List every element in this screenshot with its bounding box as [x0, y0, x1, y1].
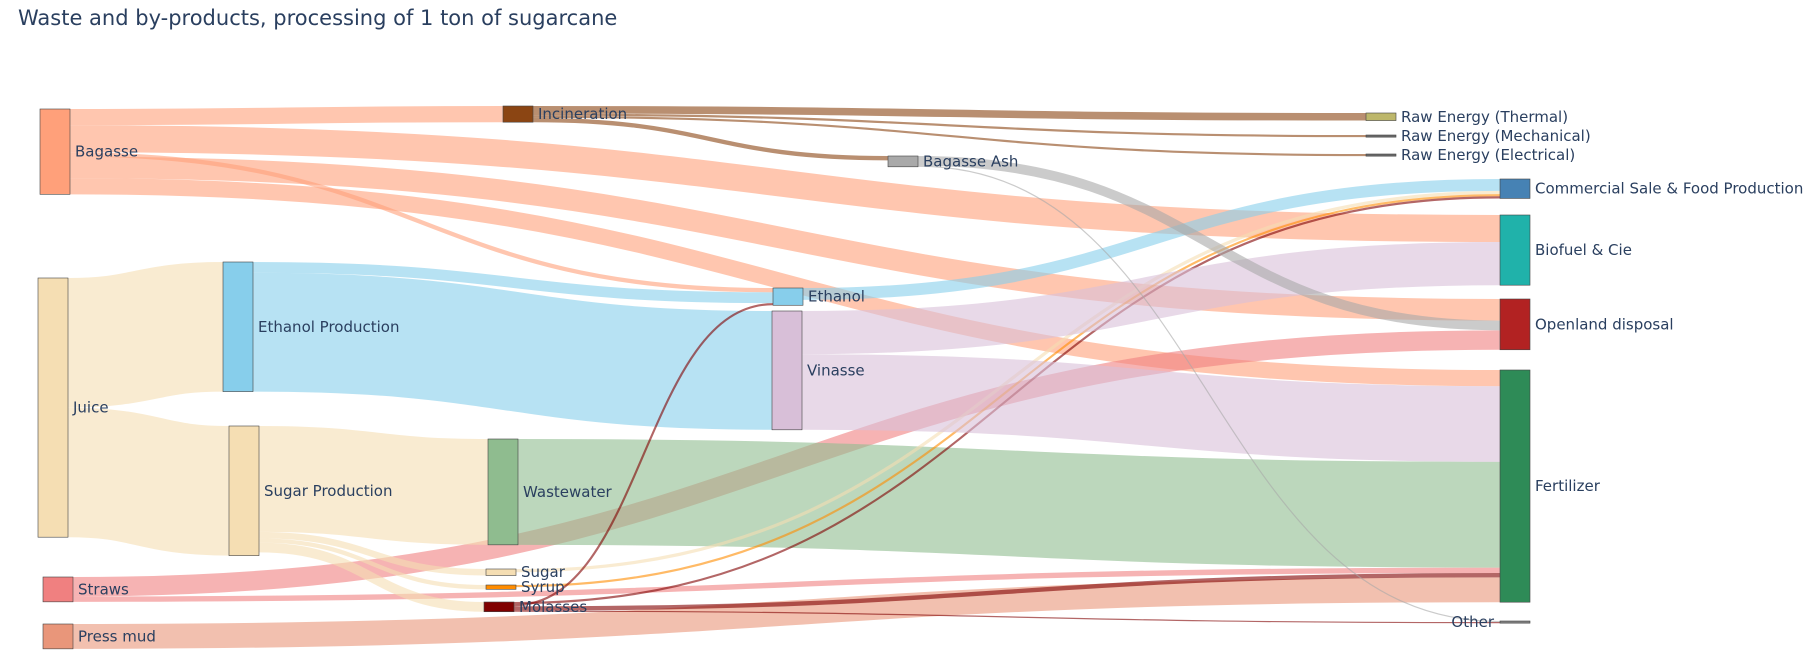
link-bagasse-to-fertilizer[interactable]	[69, 178, 1501, 387]
node-label-pressmud: Press mud	[78, 627, 156, 645]
link-wastewater-to-fertilizer[interactable]	[517, 439, 1501, 568]
node-commercial[interactable]	[1499, 178, 1531, 199]
link-molasses-to-ethanol[interactable]	[513, 303, 774, 607]
node-fertilizer[interactable]	[1499, 369, 1531, 603]
node-label-biofuel: Biofuel & Cie	[1535, 241, 1632, 259]
node-rthermal[interactable]	[1365, 112, 1397, 121]
link-molasses-to-fertilizer[interactable]	[513, 573, 1501, 611]
link-vinasse-to-biofuel[interactable]	[801, 242, 1501, 355]
node-label-vinasse: Vinasse	[807, 361, 865, 379]
link-ethprod-to-ethanol[interactable]	[252, 262, 774, 304]
node-label-juice: Juice	[72, 399, 109, 417]
link-juice-to-sugprod[interactable]	[67, 407, 230, 556]
link-sugprod-to-wastewater[interactable]	[258, 426, 489, 545]
node-rmech[interactable]	[1365, 134, 1397, 138]
node-straws[interactable]	[42, 576, 74, 603]
sankey-nodes: Bagasse Juice Straws Press mud Ethanol Produ…	[37, 105, 1803, 650]
node-label-commercial: Commercial Sale & Food Production	[1535, 180, 1803, 198]
link-ash-to-other[interactable]	[917, 165, 1501, 623]
node-label-ash: Bagasse Ash	[923, 152, 1018, 170]
link-ethprod-to-vinasse[interactable]	[252, 272, 773, 430]
node-sugprod[interactable]	[228, 425, 260, 556]
node-label-ethanol: Ethanol	[808, 288, 865, 306]
node-label-rmech: Raw Energy (Mechanical)	[1401, 127, 1591, 145]
node-ethprod[interactable]	[222, 261, 254, 392]
node-other[interactable]	[1499, 620, 1531, 624]
node-label-ethprod: Ethanol Production	[258, 318, 399, 336]
node-ash[interactable]	[887, 155, 919, 168]
link-incin-to-ash[interactable]	[532, 117, 889, 161]
node-biofuel[interactable]	[1499, 214, 1531, 286]
link-bagasse-to-ethanol[interactable]	[69, 152, 774, 293]
node-label-sugar: Sugar	[521, 563, 566, 581]
node-ethanol[interactable]	[772, 287, 804, 306]
link-juice-to-ethprod[interactable]	[67, 262, 224, 408]
node-label-bagasse: Bagasse	[75, 143, 138, 161]
node-syrup[interactable]	[485, 584, 517, 590]
node-pressmud[interactable]	[42, 623, 74, 650]
node-incin[interactable]	[502, 105, 534, 123]
node-vinasse[interactable]	[771, 310, 803, 431]
sankey-links	[67, 106, 1501, 649]
node-label-rthermal: Raw Energy (Thermal)	[1401, 108, 1568, 126]
link-ethanol-to-commercial[interactable]	[802, 179, 1501, 300]
link-incin-to-relec[interactable]	[532, 115, 1367, 157]
node-label-fertilizer: Fertilizer	[1535, 477, 1601, 495]
node-label-syrup: Syrup	[521, 578, 565, 596]
link-straws-to-fertilizer[interactable]	[72, 567, 1501, 602]
node-openland[interactable]	[1499, 298, 1531, 351]
node-sugar[interactable]	[485, 568, 517, 576]
node-label-molasses: Molasses	[519, 598, 587, 616]
node-label-sugprod: Sugar Production	[264, 482, 392, 500]
node-bagasse[interactable]	[39, 108, 71, 195]
node-juice[interactable]	[37, 277, 69, 538]
node-label-wastewater: Wastewater	[523, 483, 613, 501]
link-sugprod-to-sugar[interactable]	[258, 531, 487, 576]
node-label-openland: Openland disposal	[1535, 315, 1674, 333]
link-ash-to-openland[interactable]	[917, 156, 1501, 331]
node-wastewater[interactable]	[487, 438, 519, 546]
node-label-straws: Straws	[78, 580, 129, 598]
link-vinasse-to-fertilizer[interactable]	[801, 354, 1501, 462]
link-sugprod-to-syrup[interactable]	[258, 538, 487, 590]
node-label-relec: Raw Energy (Electrical)	[1401, 146, 1575, 164]
link-sugprod-to-molasses[interactable]	[258, 542, 485, 612]
link-bagasse-to-incin[interactable]	[69, 106, 504, 126]
link-incin-to-rthermal[interactable]	[532, 106, 1367, 121]
link-molasses-to-other[interactable]	[513, 610, 1501, 624]
node-label-incin: Incineration	[538, 105, 627, 123]
link-incin-to-rmech[interactable]	[532, 113, 1367, 138]
node-molasses[interactable]	[483, 601, 515, 613]
chart-title: Waste and by-products, processing of 1 t…	[18, 6, 618, 30]
node-relec[interactable]	[1365, 153, 1397, 157]
node-label-other: Other	[1451, 613, 1494, 631]
